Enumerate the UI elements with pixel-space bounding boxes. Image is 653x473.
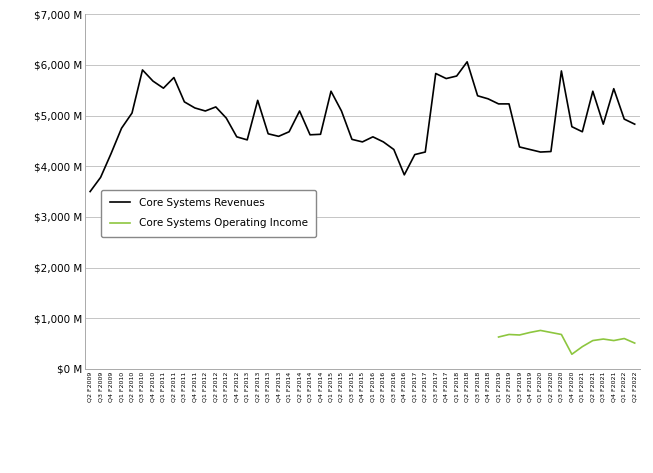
Core Systems Revenues — [463, 59, 471, 65]
Core Systems Revenues — [233, 134, 241, 140]
Core Systems Revenues — [86, 189, 94, 194]
Line: Core Systems Operating Income: Core Systems Operating Income — [498, 331, 635, 354]
Core Systems Revenues — [631, 121, 639, 127]
Core Systems Revenues — [579, 129, 586, 135]
Core Systems Revenues — [432, 70, 439, 76]
Core Systems Revenues — [400, 172, 408, 178]
Core Systems Operating Income — [568, 351, 576, 357]
Line: Core Systems Revenues: Core Systems Revenues — [90, 62, 635, 192]
Core Systems Revenues — [411, 152, 419, 158]
Core Systems Operating Income — [505, 332, 513, 337]
Core Systems Operating Income — [631, 340, 639, 346]
Legend: Core Systems Revenues, Core Systems Operating Income: Core Systems Revenues, Core Systems Oper… — [101, 190, 316, 237]
Core Systems Revenues — [516, 144, 524, 150]
